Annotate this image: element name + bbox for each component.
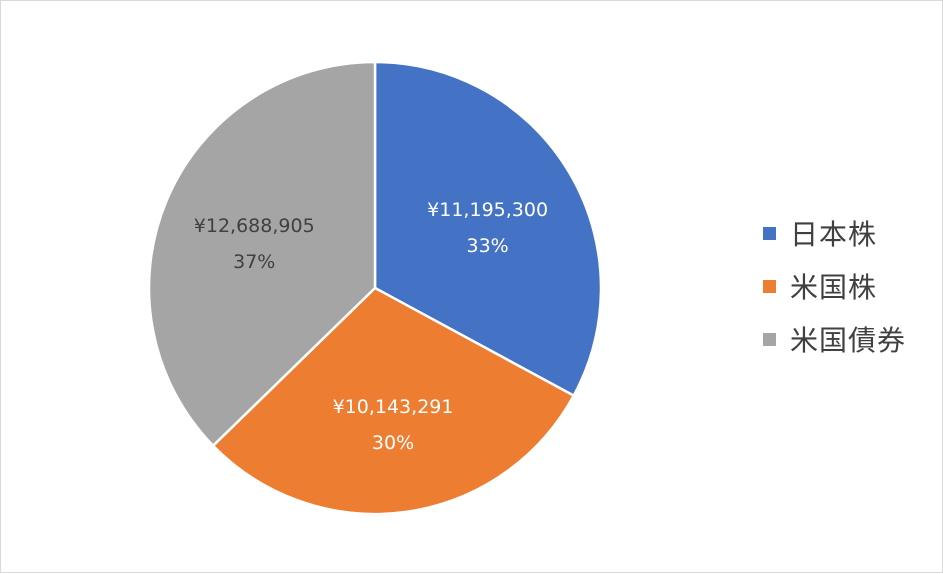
legend-label: 日本株 (790, 218, 878, 251)
legend-item-us-bonds: 米国債券 (763, 319, 906, 359)
legend-swatch (763, 279, 776, 293)
data-label-percent: 37% (233, 251, 275, 273)
pie-slice-japan-stocks (373, 60, 603, 397)
data-label-percent: 30% (372, 432, 414, 454)
legend-swatch (763, 332, 776, 346)
pie-slice-us-stocks (211, 286, 575, 516)
legend-item-us-stocks: 米国株 (763, 266, 906, 306)
data-label-value: ¥12,688,905 (194, 215, 315, 237)
legend-label: 米国株 (790, 271, 878, 304)
legend-swatch (763, 226, 776, 240)
data-label-percent: 33% (467, 235, 509, 257)
data-label-value: ¥11,195,300 (427, 199, 548, 221)
legend-item-japan-stocks: 日本株 (763, 213, 906, 253)
pie-slice-us-bonds (147, 60, 377, 447)
data-label-value: ¥10,143,291 (333, 396, 454, 418)
legend-label: 米国債券 (790, 324, 907, 357)
legend: 日本株 米国株 米国債券 (763, 213, 906, 372)
